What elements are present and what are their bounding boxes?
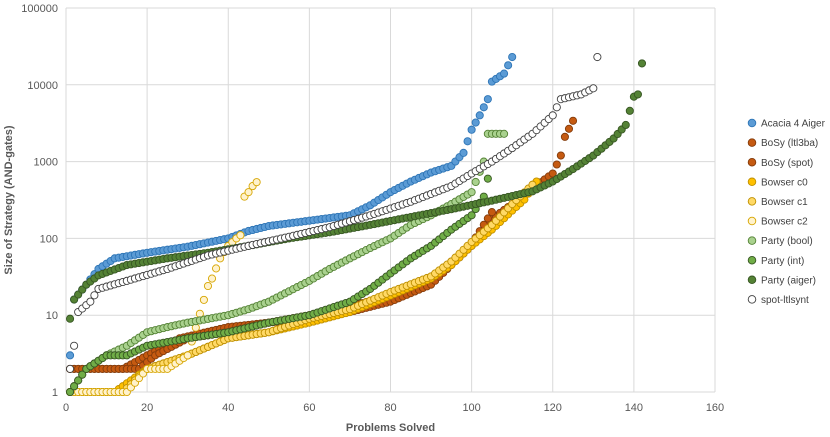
x-axis-ticks: 0 20 40 60 80 100 120 140 160 [63, 402, 724, 414]
data-point [471, 177, 480, 187]
data-point [475, 111, 484, 120]
legend-marker [747, 275, 757, 285]
data-point [500, 129, 509, 138]
x-tick-label: 100 [462, 402, 480, 414]
data-point [589, 84, 598, 93]
legend-marker [747, 118, 757, 128]
data-point [252, 178, 261, 187]
data-point [203, 281, 213, 291]
x-axis-title: Problems Solved [346, 422, 435, 434]
y-tick-label: 1 [52, 387, 58, 399]
legend-label: BoSy (ltl3ba) [761, 138, 818, 149]
data-point [66, 314, 75, 323]
legend-marker [747, 177, 757, 187]
y-tick-label: 100000 [21, 3, 58, 15]
series-spot-ltlsynt [66, 52, 602, 373]
data-point [66, 351, 75, 360]
data-point [637, 59, 647, 68]
data-point [552, 103, 561, 112]
gridlines [65, 7, 716, 393]
data-point [183, 351, 192, 360]
x-tick-label: 20 [141, 402, 153, 414]
data-point [568, 116, 578, 125]
data-point [552, 160, 561, 169]
data-point [504, 61, 513, 70]
legend-label: spot-ltlsynt [761, 295, 809, 306]
data-point [471, 118, 480, 127]
x-tick-label: 60 [303, 402, 315, 414]
data-point [467, 188, 476, 197]
x-tick-label: 80 [384, 402, 396, 414]
x-tick-label: 120 [544, 402, 562, 414]
data-point [467, 125, 476, 134]
data-point [66, 387, 75, 397]
data-point [548, 111, 557, 120]
x-tick-label: 140 [625, 402, 643, 414]
series-bowser-c2 [66, 178, 261, 397]
data-point [483, 95, 492, 104]
data-point [479, 103, 488, 112]
series-bosy-spot- [66, 208, 496, 373]
legend-marker [747, 236, 757, 245]
data-point [86, 297, 95, 306]
legend-marker [747, 255, 757, 265]
data-point [593, 52, 602, 62]
legend-marker [747, 295, 757, 304]
legend-label: Party (aiger) [761, 275, 816, 286]
data-point [560, 132, 569, 141]
data-point [74, 376, 83, 385]
x-tick-label: 40 [222, 402, 234, 414]
data-point [70, 341, 79, 350]
y-tick-label: 10 [46, 310, 58, 322]
legend-marker [747, 138, 757, 147]
data-point [236, 231, 245, 240]
x-tick-label: 160 [706, 402, 724, 414]
data-point [199, 295, 208, 304]
data-point [564, 124, 574, 133]
legend-label: BoSy (spot) [761, 158, 813, 169]
legend-marker [747, 157, 757, 167]
data-point [633, 90, 642, 99]
data-point [66, 364, 75, 373]
data-point [508, 52, 517, 62]
data-point [483, 174, 492, 183]
data-point [483, 214, 492, 223]
data-point [244, 188, 253, 197]
legend-label: Acacia 4 Aiger [761, 119, 826, 130]
legend-label: Bowser c1 [761, 197, 808, 208]
series-party-int- [66, 174, 492, 397]
data-point [459, 148, 468, 157]
series-party-aiger- [66, 59, 647, 323]
data-point [78, 370, 87, 379]
data-point [500, 69, 509, 78]
data-point [548, 169, 557, 178]
series-layer [66, 52, 647, 397]
data-point [207, 274, 217, 283]
y-tick-label: 1000 [34, 157, 58, 169]
legend-marker [747, 216, 757, 226]
data-point [467, 211, 476, 220]
x-tick-label: 0 [63, 402, 69, 414]
data-point [70, 382, 79, 391]
y-tick-label: 10000 [27, 80, 58, 92]
legend: Acacia 4 Aiger BoSy (ltl3ba) BoSy (spot) Bo… [747, 118, 826, 306]
legend-label: Party (int) [761, 256, 804, 267]
data-point [621, 120, 630, 130]
data-point [487, 208, 496, 217]
legend-label: Bowser c0 [761, 177, 808, 188]
legend-label: Bowser c2 [761, 217, 808, 228]
legend-label: Party (bool) [761, 236, 813, 247]
data-point [212, 264, 221, 273]
y-axis-ticks: 1 10 100 1000 10000 100000 [21, 3, 58, 399]
legend-marker [747, 197, 757, 206]
data-point [90, 291, 99, 300]
data-point [625, 106, 634, 115]
data-point [556, 151, 565, 160]
y-tick-label: 100 [40, 233, 58, 245]
data-point [463, 137, 472, 146]
y-axis-title: Size of Strategy (AND-gates) [3, 125, 15, 274]
